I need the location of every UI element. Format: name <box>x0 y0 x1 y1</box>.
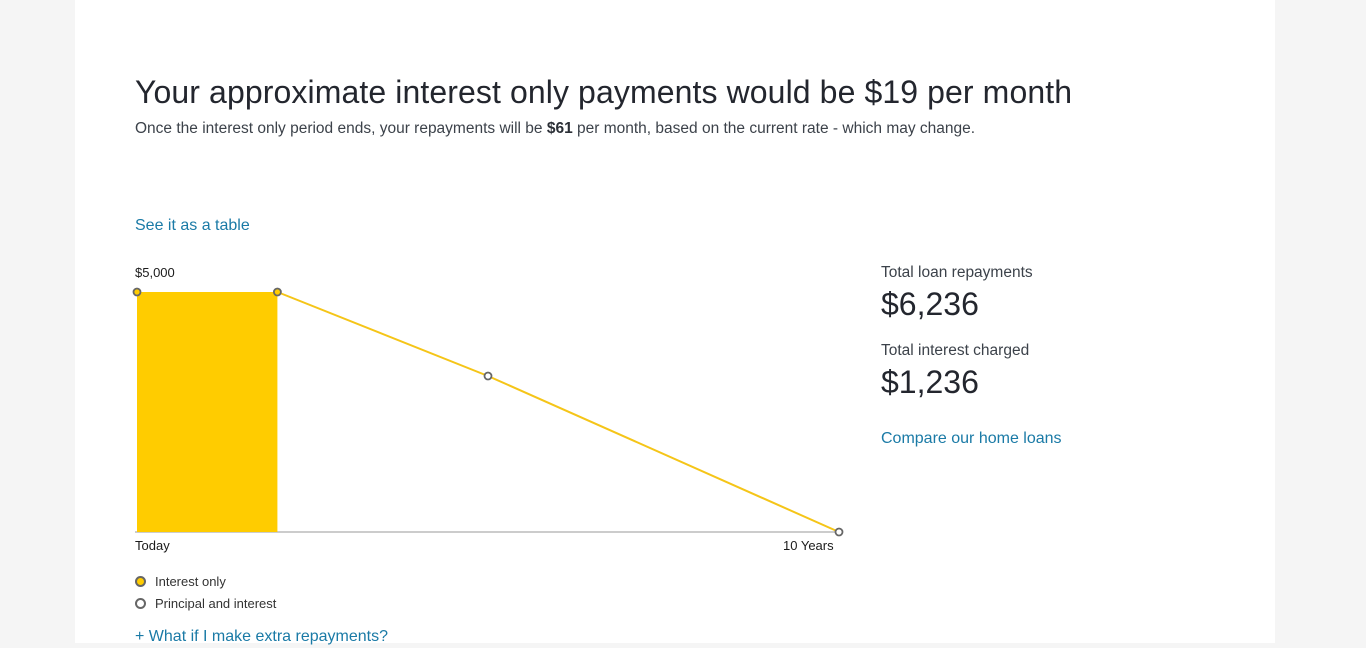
interest-only-dot-icon <box>135 575 146 587</box>
principal-and-interest-point <box>483 371 493 381</box>
chart-legend: Interest only Principal and interest <box>135 570 276 614</box>
loan-summary: Total loan repayments $6,236 Total inter… <box>881 262 1062 450</box>
legend-item-interest-only: Interest only <box>135 570 276 592</box>
interest-only-area <box>137 292 278 532</box>
total-repayments-label: Total loan repayments <box>881 264 1033 281</box>
total-interest-label: Total interest charged <box>881 342 1030 359</box>
subline-text-after: per month, based on the current rate - w… <box>572 120 976 137</box>
subline-text-before: Once the interest only period ends, your… <box>135 120 547 137</box>
see-as-table-link[interactable]: See it as a table <box>135 217 250 234</box>
results-headline: Your approximate interest only payments … <box>135 74 1073 110</box>
extra-repayments-link[interactable]: + What if I make extra repayments? <box>135 628 388 645</box>
x-axis-end-label: 10 Years <box>783 538 834 553</box>
chart-markers <box>132 287 844 537</box>
calculator-results-card: Your approximate interest only payments … <box>75 0 1275 645</box>
subline-amount: $61 <box>546 120 573 137</box>
legend-label-principal-and-interest: Principal and interest <box>155 595 277 611</box>
interest-only-point <box>272 287 282 297</box>
principal-and-interest-dot-icon <box>135 597 146 609</box>
legend-label-interest-only: Interest only <box>155 573 226 589</box>
interest-only-point <box>132 287 142 297</box>
x-axis-start-label: Today <box>135 538 170 553</box>
repayment-chart <box>132 287 844 537</box>
results-subline: Once the interest only period ends, your… <box>135 118 975 140</box>
principal-and-interest-line <box>277 291 840 533</box>
compare-home-loans-link[interactable]: Compare our home loans <box>881 430 1062 447</box>
principal-and-interest-point <box>834 527 844 537</box>
total-repayments-value: $6,236 <box>881 286 979 322</box>
y-axis-top-label: $5,000 <box>135 265 175 280</box>
legend-item-principal-and-interest: Principal and interest <box>135 592 276 614</box>
total-interest-value: $1,236 <box>881 364 979 400</box>
